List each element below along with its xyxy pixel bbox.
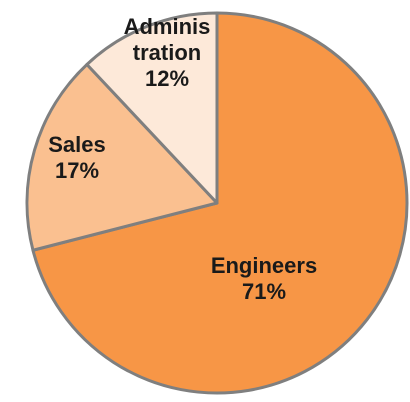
pie-slice-2 (25, 62, 219, 252)
pie-slice-label-line: 12% (145, 66, 189, 91)
pie-slice-label-2: Sales 17% (48, 132, 106, 183)
pie-slice-label-line: 71% (242, 279, 286, 304)
pie-slice-label-line: Sales (48, 132, 106, 157)
pie-slice-3 (85, 11, 219, 205)
pie-labels: Engineers 71% Sales 17% Adminis tration 12% (48, 14, 317, 304)
pie-slice-label-1: Engineers 71% (211, 253, 317, 304)
pie-slice-label-line: 17% (55, 158, 99, 183)
pie-slice-label-line: Adminis (124, 14, 211, 39)
pie-slice-1 (31, 11, 409, 395)
pie-slice-label-line: tration (133, 40, 201, 65)
pie-slices (25, 11, 409, 395)
pie-slice-label-line: Engineers (211, 253, 317, 278)
pie-slice-label-3: Adminis tration 12% (124, 14, 211, 91)
